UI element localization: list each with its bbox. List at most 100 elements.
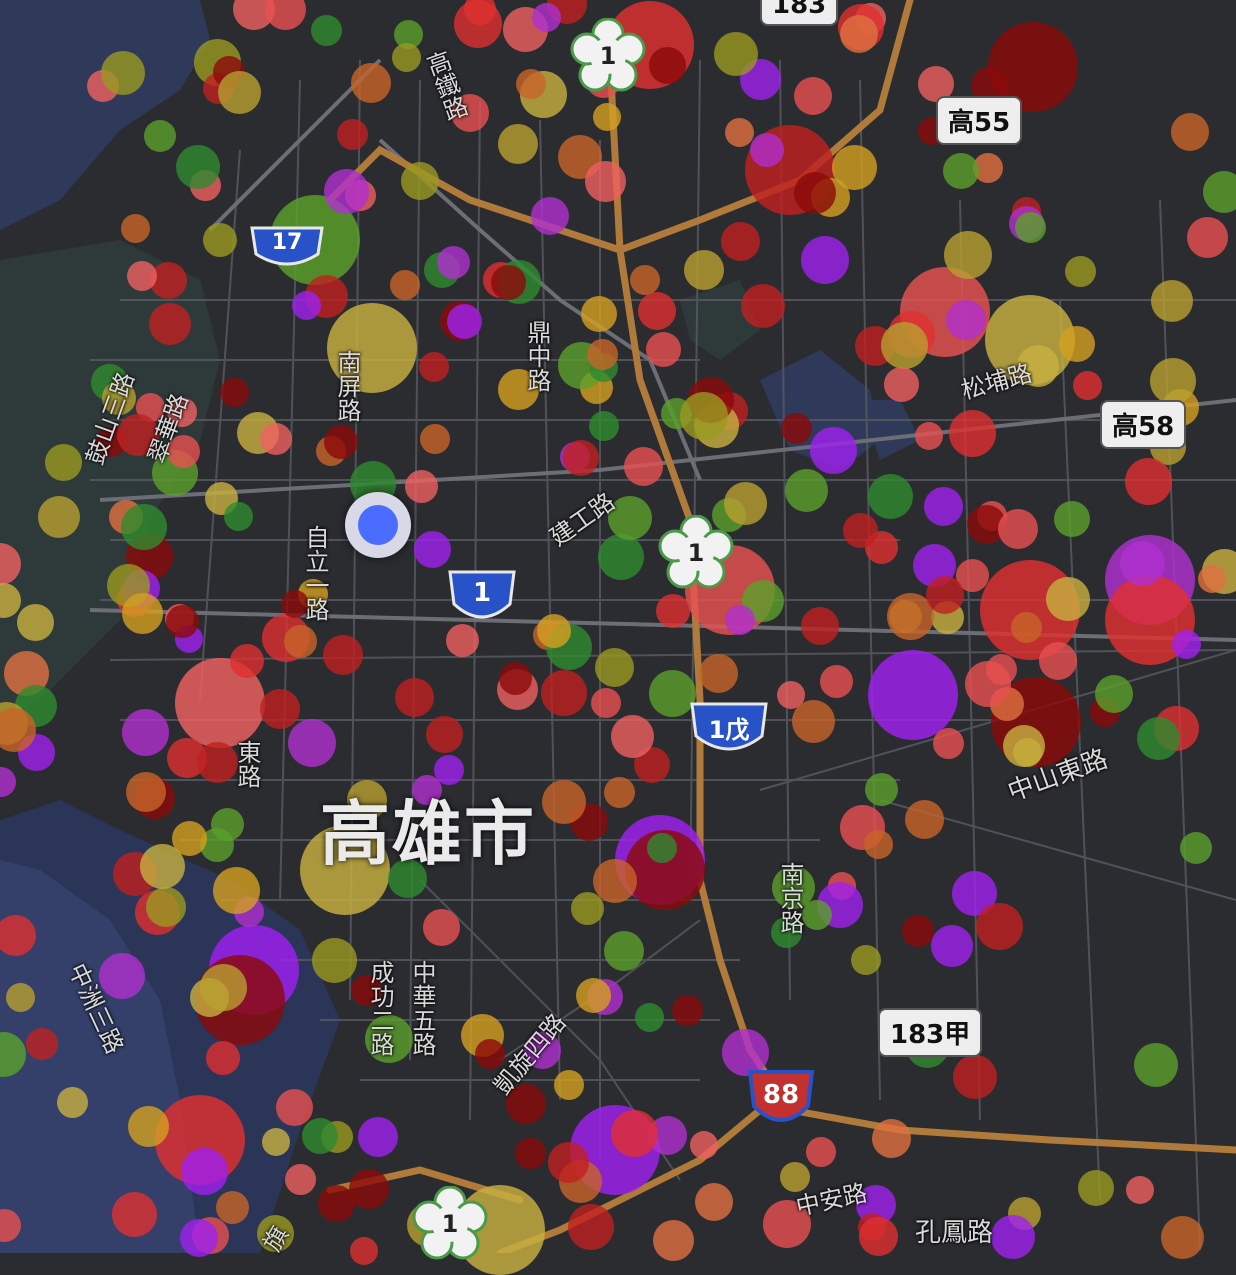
data-point[interactable] [122,709,169,756]
data-point[interactable] [859,1217,898,1256]
data-point[interactable] [1039,642,1077,680]
data-point[interactable] [843,513,878,548]
data-point[interactable] [672,995,703,1026]
data-point[interactable] [585,161,626,202]
data-point[interactable] [6,983,35,1012]
data-point[interactable] [1015,212,1046,243]
data-point[interactable] [722,1029,769,1076]
data-point[interactable] [1180,832,1212,864]
data-point[interactable] [475,1039,505,1069]
data-point[interactable] [931,925,973,967]
data-point[interactable] [1011,612,1042,643]
data-point[interactable] [446,624,479,657]
data-point[interactable] [649,47,686,84]
data-point[interactable] [260,689,300,729]
data-point[interactable] [699,654,738,693]
data-point[interactable] [112,1192,157,1237]
data-point[interactable] [598,534,644,580]
data-point[interactable] [926,576,964,614]
data-point[interactable] [312,938,357,983]
data-point[interactable] [347,780,387,820]
data-point[interactable] [260,423,292,455]
data-point[interactable] [595,648,634,687]
data-point[interactable] [1065,256,1096,287]
data-point[interactable] [949,410,996,457]
data-point[interactable] [498,369,539,410]
data-point[interactable] [591,688,621,718]
data-point[interactable] [563,440,599,476]
data-point[interactable] [197,742,238,783]
data-point[interactable] [1059,326,1095,362]
data-point[interactable] [318,1185,355,1222]
data-point[interactable] [101,51,145,95]
data-point[interactable] [832,145,877,190]
data-point[interactable] [524,1032,561,1069]
data-point[interactable] [801,236,849,284]
data-point[interactable] [0,708,36,752]
data-point[interactable] [121,214,150,243]
data-point[interactable] [515,1138,546,1169]
data-point[interactable] [998,509,1038,549]
data-point[interactable] [576,978,611,1013]
data-point[interactable] [1126,1176,1154,1204]
data-point[interactable] [943,153,979,189]
data-point[interactable] [516,69,546,99]
data-point[interactable] [311,15,342,46]
data-point[interactable] [213,867,260,914]
data-point[interactable] [0,1032,26,1077]
data-point[interactable] [176,145,220,189]
data-point[interactable] [121,504,167,550]
data-point[interactable] [57,1087,88,1118]
data-point[interactable] [451,94,489,132]
data-point[interactable] [810,427,857,474]
data-point[interactable] [763,1200,811,1248]
data-point[interactable] [531,197,569,235]
data-point[interactable] [1073,371,1102,400]
data-point[interactable] [300,825,390,915]
data-point[interactable] [801,607,839,645]
data-point[interactable] [1171,113,1209,151]
data-point[interactable] [568,1204,614,1250]
data-point[interactable] [420,424,450,454]
data-point[interactable] [390,270,420,300]
data-point[interactable] [17,604,54,641]
data-point[interactable] [281,590,309,618]
data-point[interactable] [405,470,438,503]
data-point[interactable] [532,3,561,32]
data-point[interactable] [0,543,21,585]
data-point[interactable] [140,844,185,889]
data-point[interactable] [358,1117,398,1157]
data-point[interactable] [200,964,247,1011]
data-point[interactable] [571,892,604,925]
data-point[interactable] [953,1055,997,1099]
data-point[interactable] [794,77,832,115]
data-point[interactable] [419,352,449,382]
data-point[interactable] [102,381,136,415]
data-point[interactable] [0,1209,21,1242]
data-point[interactable] [840,15,878,53]
data-point[interactable] [611,1110,658,1157]
data-point[interactable] [1120,541,1165,586]
data-point[interactable] [167,435,200,468]
data-point[interactable] [1151,280,1193,322]
data-point[interactable] [604,777,635,808]
data-point[interactable] [653,1220,694,1261]
data-point[interactable] [851,945,881,975]
data-point[interactable] [1203,171,1236,213]
data-point[interactable] [166,605,199,638]
data-point[interactable] [820,665,853,698]
data-point[interactable] [724,482,767,525]
data-point[interactable] [180,1219,218,1257]
data-point[interactable] [38,496,80,538]
data-point[interactable] [802,900,832,930]
flower-marker-2[interactable]: 1 [658,514,734,591]
data-point[interactable] [1187,217,1228,258]
data-point[interactable] [868,474,913,519]
data-point[interactable] [149,303,191,345]
data-point[interactable] [695,1183,733,1221]
data-point[interactable] [285,1164,316,1195]
data-point[interactable] [604,931,644,971]
data-point[interactable] [611,715,654,758]
data-point[interactable] [684,250,724,290]
data-point[interactable] [454,0,502,48]
